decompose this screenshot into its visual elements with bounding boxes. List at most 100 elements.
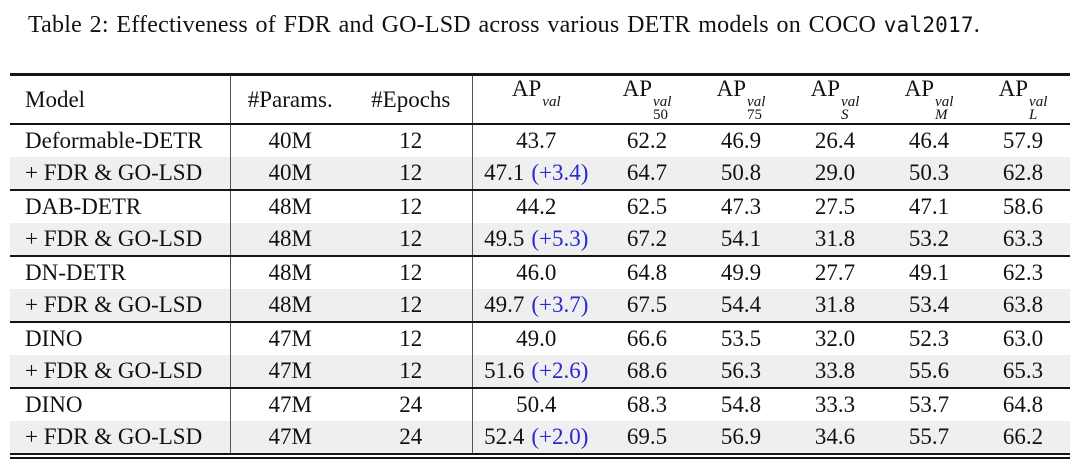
apl-cell: 65.3 — [1002, 358, 1044, 383]
ap-cell: 44.2 — [472, 190, 600, 223]
params-cell: 40M — [268, 160, 312, 185]
apm-cell: 50.3 — [908, 160, 950, 185]
ap75-cell: 54.8 — [720, 392, 762, 417]
epochs-cell: 12 — [350, 289, 473, 322]
table-row: + FDR & GO-LSD 47M 24 52.4 (+2.0) 69.5 56… — [10, 421, 1070, 454]
apl-cell: 58.6 — [1002, 194, 1044, 219]
params-cell: 48M — [268, 194, 312, 219]
epochs-cell: 12 — [350, 190, 473, 223]
ap-value: 52.4 — [484, 424, 525, 449]
table-row: DINO 47M 12 49.0 66.6 53.5 32.0 52.3 63.… — [10, 322, 1070, 355]
table-row: + FDR & GO-LSD 48M 12 49.7 (+3.7) 67.5 54… — [10, 289, 1070, 322]
ap75-cell: 54.1 — [720, 226, 762, 251]
apl-cell: 62.3 — [1002, 260, 1044, 285]
ap75-cell: 50.8 — [720, 160, 762, 185]
header-row: Model #Params. #Epochs AP val AP val 50 AP v… — [10, 74, 1070, 125]
model-cell: + FDR & GO-LSD — [10, 157, 231, 190]
table-row: + FDR & GO-LSD 47M 12 51.6 (+2.6) 68.6 56… — [10, 355, 1070, 388]
table-row: + FDR & GO-LSD 48M 12 49.5 (+5.3) 67.2 54… — [10, 223, 1070, 256]
metric-sup: val — [841, 94, 860, 110]
ap75-cell: 56.3 — [720, 358, 762, 383]
aps-cell: 32.0 — [814, 326, 856, 351]
metric-sup: val — [935, 94, 954, 110]
caption-text: Table 2: Effectiveness of FDR and GO-LSD… — [28, 12, 884, 38]
epochs-cell: 12 — [350, 355, 473, 388]
apm-cell: 52.3 — [908, 326, 950, 351]
ap50-cell: 66.6 — [626, 326, 668, 351]
epochs-cell: 12 — [350, 256, 473, 289]
model-cell: + FDR & GO-LSD — [10, 223, 231, 256]
metric-sup: val — [1029, 94, 1048, 110]
ap-cell: 46.0 — [472, 256, 600, 289]
params-cell: 40M — [268, 128, 312, 153]
apm-cell: 53.2 — [908, 226, 950, 251]
ap-cell: 50.4 — [472, 388, 600, 421]
ap-value: 50.4 — [516, 392, 557, 417]
aps-cell: 34.6 — [814, 424, 856, 449]
table-row: Deformable-DETR 40M 12 43.7 62.2 46.9 26… — [10, 124, 1070, 157]
model-cell: DINO — [10, 388, 231, 421]
aps-cell: 33.3 — [814, 392, 856, 417]
apl-cell: 66.2 — [1002, 424, 1044, 449]
metric-sup: val — [542, 94, 561, 110]
apm-cell: 55.6 — [908, 358, 950, 383]
metric-sub — [542, 109, 560, 123]
ap-delta: (+5.3) — [531, 226, 589, 251]
ap-delta: (+3.7) — [531, 292, 589, 317]
model-cell: + FDR & GO-LSD — [10, 421, 231, 454]
model-cell: + FDR & GO-LSD — [10, 289, 231, 322]
table-row: DN-DETR 48M 12 46.0 64.8 49.9 27.7 49.1 … — [10, 256, 1070, 289]
epochs-cell: 24 — [350, 388, 473, 421]
ap-cell: 49.7 (+3.7) — [472, 289, 600, 322]
ap50-cell: 62.5 — [626, 194, 668, 219]
ap-cell: 51.6 (+2.6) — [472, 355, 600, 388]
epochs-cell: 12 — [350, 223, 473, 256]
aps-cell: 31.8 — [814, 292, 856, 317]
epochs-cell: 12 — [350, 124, 473, 157]
aps-cell: 33.8 — [814, 358, 856, 383]
apm-cell: 49.1 — [908, 260, 950, 285]
caption-code-text: val2017 — [883, 13, 974, 37]
ap-delta: (+2.0) — [531, 424, 589, 449]
aps-cell: 27.5 — [814, 194, 856, 219]
ap50-cell: 68.3 — [626, 392, 668, 417]
ap-value: 49.5 — [484, 226, 525, 251]
metric-base: AP — [904, 76, 935, 101]
col-header-epochs: #Epochs — [350, 74, 473, 124]
ap75-cell: 47.3 — [720, 194, 762, 219]
metric-base: AP — [998, 76, 1029, 101]
epochs-cell: 12 — [350, 322, 473, 355]
ap-cell: 47.1 (+3.4) — [472, 157, 600, 190]
ap-cell: 52.4 (+2.0) — [472, 421, 600, 454]
ap50-cell: 64.8 — [626, 260, 668, 285]
metric-sup: val — [747, 94, 766, 110]
results-table-wrapper: Model #Params. #Epochs AP val AP val 50 AP v… — [10, 73, 1070, 459]
apl-cell: 64.8 — [1002, 392, 1044, 417]
params-cell: 48M — [268, 292, 312, 317]
ap50-cell: 68.6 — [626, 358, 668, 383]
metric-base: AP — [810, 76, 841, 101]
model-cell: Deformable-DETR — [10, 124, 231, 157]
ap-cell: 49.0 — [472, 322, 600, 355]
metric-sub: M — [935, 107, 948, 123]
col-header-ap50: AP val 50 — [600, 75, 694, 125]
ap50-cell: 64.7 — [626, 160, 668, 185]
ap-value: 43.7 — [516, 128, 557, 153]
ap-value: 49.0 — [516, 326, 557, 351]
ap-value: 46.0 — [516, 260, 557, 285]
model-cell: DAB-DETR — [10, 190, 231, 223]
metric-sup: val — [653, 94, 672, 110]
apl-cell: 57.9 — [1002, 128, 1044, 153]
ap-value: 51.6 — [484, 358, 525, 383]
ap50-cell: 67.2 — [626, 226, 668, 251]
ap75-cell: 54.4 — [720, 292, 762, 317]
ap-cell: 43.7 — [472, 124, 600, 157]
ap75-cell: 49.9 — [720, 260, 762, 285]
model-cell: DN-DETR — [10, 256, 231, 289]
apl-cell: 62.8 — [1002, 160, 1044, 185]
table-caption: Table 2: Effectiveness of FDR and GO-LSD… — [28, 12, 1058, 39]
table-row: DINO 47M 24 50.4 68.3 54.8 33.3 53.7 64.… — [10, 388, 1070, 421]
ap-delta: (+3.4) — [531, 160, 589, 185]
col-header-aps: AP val S — [788, 75, 882, 125]
metric-base: AP — [716, 76, 747, 101]
